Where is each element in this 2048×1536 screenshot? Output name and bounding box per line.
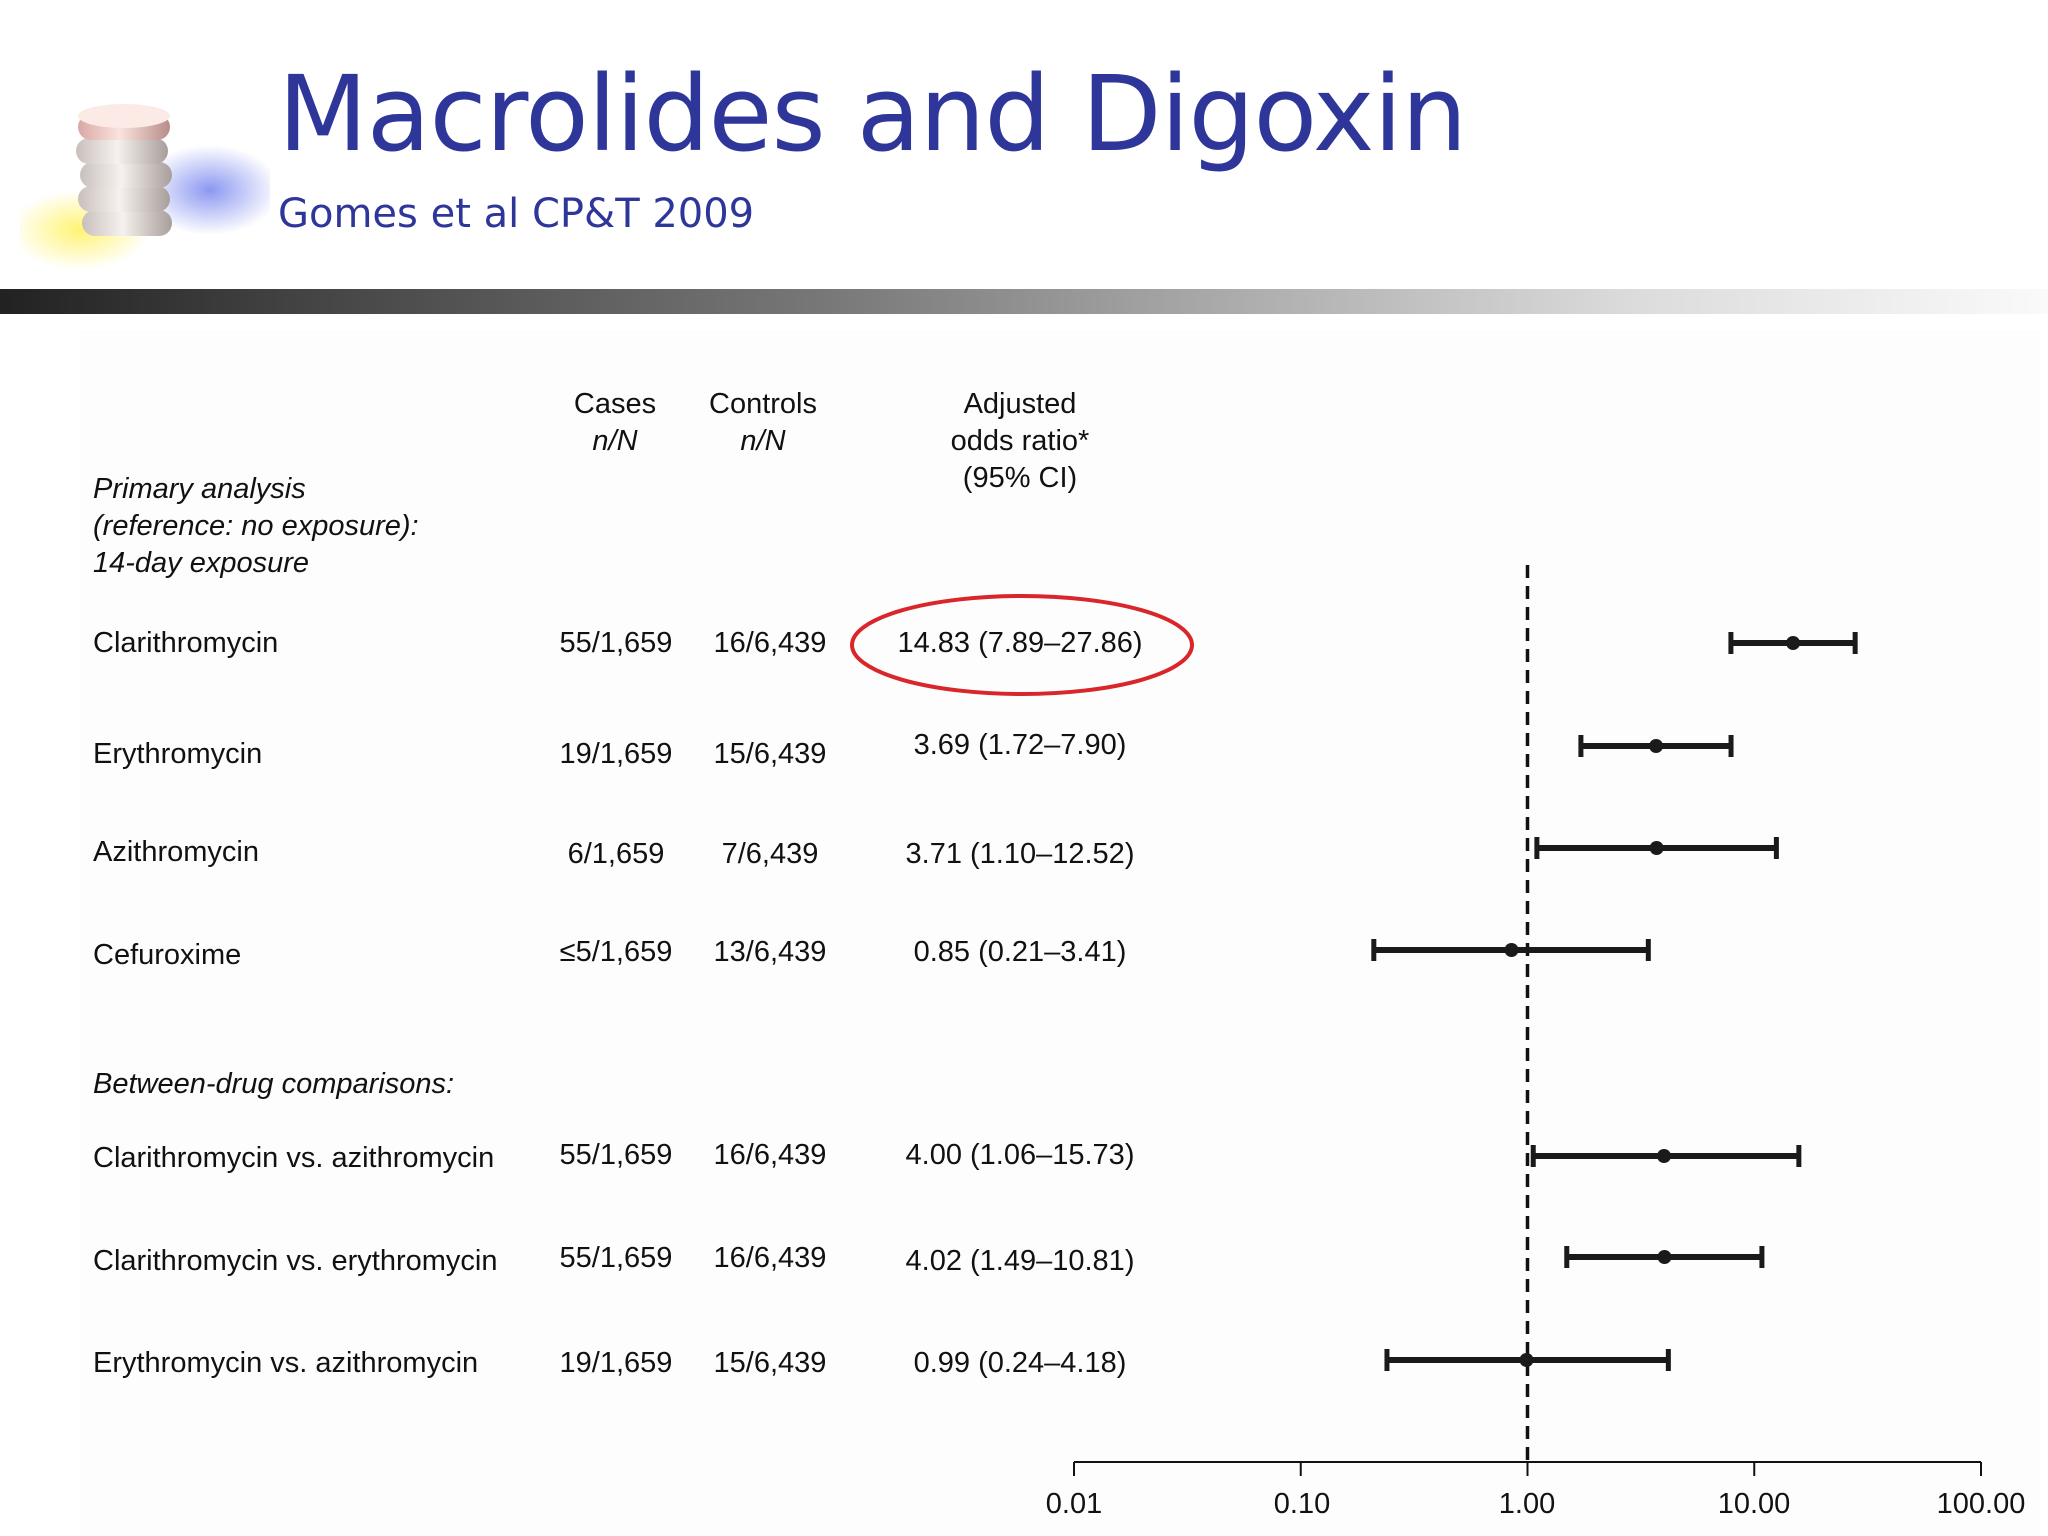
- row-odds-ratio: 4.02 (1.49–10.81): [905, 1245, 1135, 1277]
- row-label: Cefuroxime: [93, 939, 242, 971]
- row-controls: 15/6,439: [713, 1347, 827, 1379]
- row-cases: 6/1,659: [567, 838, 665, 870]
- row-odds-ratio: 4.00 (1.06–15.73): [905, 1139, 1135, 1171]
- row-label: Clarithromycin: [93, 627, 279, 659]
- header-cases: Cases n/N: [530, 386, 700, 460]
- header-or-line3: (95% CI): [962, 462, 1078, 494]
- row-controls: 7/6,439: [721, 838, 819, 870]
- slide-subtitle: Gomes et al CP&T 2009: [278, 191, 755, 237]
- row-cases: ≤5/1,659: [559, 936, 673, 968]
- row-cases: 55/1,659: [559, 1242, 673, 1274]
- header-controls-sub: n/N: [740, 425, 786, 457]
- section-primary-line3: 14-day exposure: [93, 547, 310, 579]
- point-estimate: [1657, 1149, 1672, 1163]
- section-primary-analysis: Primary analysis (reference: no exposure…: [93, 471, 419, 582]
- row-cases: 55/1,659: [559, 1139, 673, 1171]
- header-or-line2: odds ratio*: [950, 425, 1090, 457]
- row-cases: 55/1,659: [559, 627, 673, 659]
- slide-title: Macrolides and Digoxin: [278, 53, 1467, 175]
- row-cases: 19/1,659: [559, 1347, 673, 1379]
- x-tick-label: 10.00: [1717, 1488, 1791, 1520]
- header-odds-ratio: Adjusted odds ratio* (95% CI): [870, 386, 1170, 497]
- point-estimate: [1504, 943, 1519, 957]
- row-controls: 16/6,439: [713, 1242, 827, 1274]
- pill-stack-icon: [20, 104, 270, 270]
- header-cases-sub: n/N: [592, 425, 638, 457]
- section-between-drug: Between-drug comparisons:: [93, 1068, 455, 1100]
- forest-plot-figure: [80, 330, 2040, 1536]
- row-label: Erythromycin: [93, 738, 263, 770]
- header-controls-label: Controls: [709, 388, 817, 420]
- row-controls: 16/6,439: [713, 1139, 827, 1171]
- point-estimate: [1519, 1353, 1534, 1367]
- row-controls: 16/6,439: [713, 627, 827, 659]
- row-label: Erythromycin vs. azithromycin: [93, 1347, 479, 1379]
- point-estimate: [1649, 841, 1664, 855]
- x-tick-label: 0.10: [1273, 1488, 1331, 1520]
- header-or-line1: Adjusted: [963, 388, 1077, 420]
- x-tick-label: 1.00: [1498, 1488, 1556, 1520]
- x-tick-label: 0.01: [1045, 1488, 1103, 1520]
- row-odds-ratio: 14.83 (7.89–27.86): [897, 627, 1143, 659]
- x-tick-label: 100.00: [1936, 1488, 2026, 1520]
- header-cases-label: Cases: [573, 388, 657, 420]
- row-odds-ratio: 3.71 (1.10–12.52): [905, 838, 1135, 870]
- title-divider-bar: [0, 289, 2048, 314]
- point-estimate: [1649, 739, 1664, 753]
- row-label: Clarithromycin vs. erythromycin: [93, 1245, 498, 1277]
- header-controls: Controls n/N: [683, 386, 843, 460]
- point-estimate: [1657, 1250, 1672, 1264]
- highlight-ellipse: [850, 594, 1194, 696]
- row-controls: 15/6,439: [713, 738, 827, 770]
- row-cases: 19/1,659: [559, 738, 673, 770]
- section-primary-line2: (reference: no exposure):: [93, 510, 419, 542]
- row-label: Clarithromycin vs. azithromycin: [93, 1142, 495, 1174]
- row-odds-ratio: 0.99 (0.24–4.18): [913, 1347, 1127, 1379]
- point-estimate: [1786, 636, 1801, 650]
- row-label: Azithromycin: [93, 836, 259, 868]
- section-primary-line1: Primary analysis: [93, 473, 306, 505]
- row-controls: 13/6,439: [713, 936, 827, 968]
- row-odds-ratio: 3.69 (1.72–7.90): [913, 729, 1127, 761]
- row-odds-ratio: 0.85 (0.21–3.41): [913, 936, 1127, 968]
